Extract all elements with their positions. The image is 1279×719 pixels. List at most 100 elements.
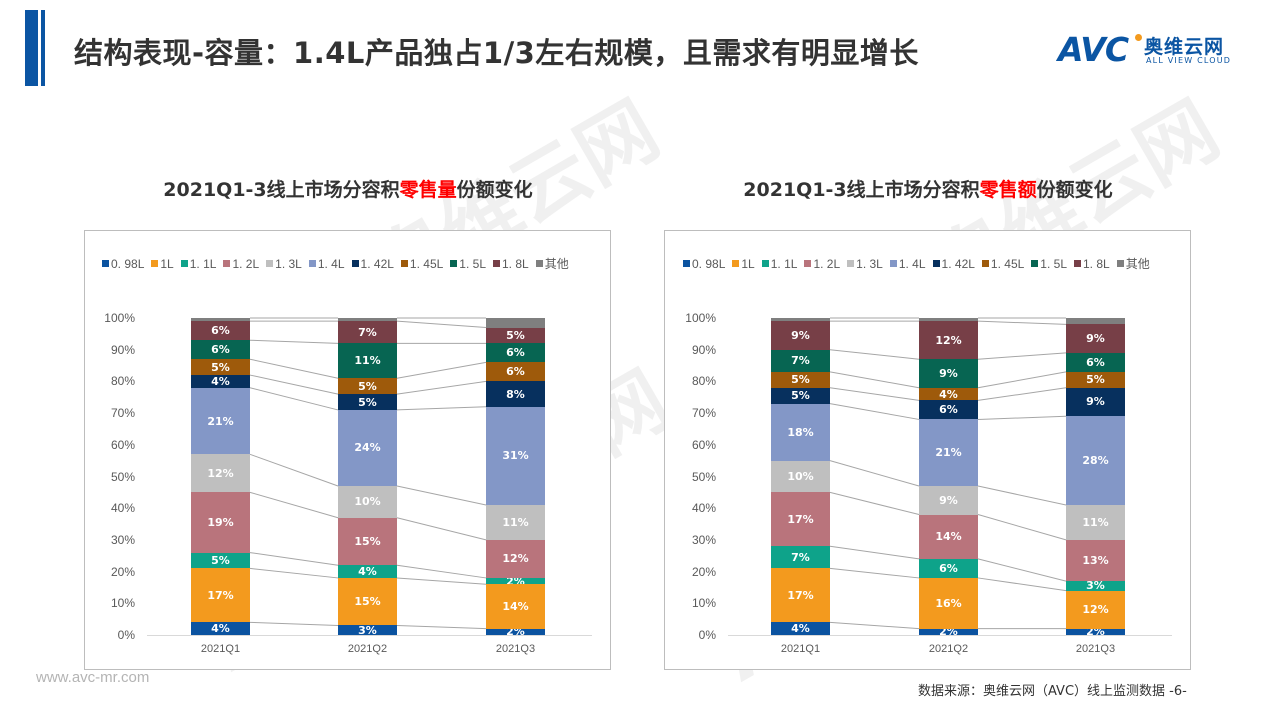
legend-swatch-icon <box>151 260 159 267</box>
legend-item[interactable]: 1. 5L <box>450 257 486 271</box>
bar-segment: 6% <box>486 362 545 382</box>
legend-label: 其他 <box>544 257 569 271</box>
bar-segment: 17% <box>191 568 250 623</box>
bar-segment: 14% <box>919 514 978 559</box>
chart-legend: 0. 98L 1L 1. 1L 1. 2L 1. 3L 1. 4L 1. 42L 1. 45L… <box>683 255 1150 272</box>
y-axis-tick: 90% <box>110 342 135 357</box>
bar-segment <box>486 318 545 328</box>
bar-segment: 6% <box>1066 352 1125 372</box>
legend-swatch-icon <box>804 260 812 267</box>
bar-segment <box>919 318 978 322</box>
legend-item[interactable]: 1L <box>732 257 755 271</box>
bar-segment: 5% <box>338 378 397 395</box>
legend-label: 其他 <box>1125 257 1150 271</box>
bar-segment: 7% <box>771 349 830 372</box>
bar-segment: 10% <box>771 460 830 493</box>
legend-item[interactable]: 1. 5L <box>1031 257 1067 271</box>
legend-item[interactable]: 1. 45L <box>400 257 443 271</box>
y-axis-tick: 40% <box>691 501 716 516</box>
footer-url[interactable]: www.avc-mr.com <box>36 669 150 686</box>
legend-item[interactable]: 1. 42L <box>932 256 975 271</box>
bar-segment: 5% <box>191 359 250 376</box>
bar-segment: 4% <box>191 622 250 635</box>
legend-item[interactable]: 1. 45L <box>981 257 1024 271</box>
x-axis-line <box>728 635 1172 636</box>
legend-swatch-icon <box>761 260 769 267</box>
bar-segment: 10% <box>338 486 397 518</box>
y-axis-tick: 20% <box>691 564 716 579</box>
footer-source: 数据来源：奥维云网（AVC）线上监测数据 -6- <box>918 684 1187 699</box>
legend-item[interactable]: 1. 8L <box>493 257 529 271</box>
legend-label: 1. 4L <box>898 256 926 271</box>
bar-segment: 9% <box>919 486 978 515</box>
legend-item[interactable]: 1. 2L <box>223 257 259 271</box>
legend-label: 1L <box>160 256 174 271</box>
bar-segment: 6% <box>191 340 250 360</box>
y-axis-tick: 60% <box>691 437 716 452</box>
logo-en-text: ALL VIEW CLOUD <box>1146 56 1232 65</box>
bar-segment: 9% <box>1066 324 1125 353</box>
legend-item[interactable]: 1. 42L <box>351 256 394 271</box>
legend-item[interactable]: 1. 3L <box>266 257 302 271</box>
legend-label: 1. 2L <box>813 256 841 271</box>
legend-label: 1. 4L <box>317 256 345 271</box>
legend-swatch-icon <box>535 260 543 267</box>
y-axis-tick: 80% <box>691 374 716 389</box>
legend-label: 1. 1L <box>770 256 798 271</box>
y-axis-tick: 100% <box>104 311 135 325</box>
legend-item[interactable]: 1. 1L <box>761 256 798 271</box>
bar-segment: 2% <box>919 628 978 635</box>
y-axis-tick: 70% <box>110 406 135 421</box>
legend-item[interactable]: 1L <box>151 256 174 271</box>
bar-segment: 2% <box>486 628 545 635</box>
legend-item[interactable]: 0. 98L <box>102 257 144 271</box>
legend-swatch-icon <box>400 260 408 267</box>
legend-swatch-icon <box>450 260 458 267</box>
bar-segment: 9% <box>919 359 978 388</box>
legend-item[interactable]: 1. 8L <box>1074 257 1110 271</box>
legend-label: 1. 5L <box>1040 256 1067 271</box>
chart-legend: 0. 98L 1L 1. 1L 1. 2L 1. 3L 1. 4L 1. 42L 1. 45L… <box>102 255 569 272</box>
x-axis-tick: 2021Q1 <box>780 643 821 655</box>
avc-logo: AVC 奥维云网 ALL VIEW CLOUD <box>1058 30 1248 70</box>
bar-segment: 5% <box>338 394 397 410</box>
bar-segment: 4% <box>919 387 978 401</box>
y-axis-tick: 40% <box>110 501 135 516</box>
legend-swatch-icon <box>351 260 359 267</box>
legend-label: 1. 42L <box>360 256 394 271</box>
legend-swatch-icon <box>683 260 690 267</box>
x-axis-tick: 2021Q1 <box>200 643 241 655</box>
bar-segment: 24% <box>338 409 397 486</box>
legend-item[interactable]: 1. 2L <box>804 257 840 271</box>
title-accent-bar-thin <box>41 10 45 86</box>
legend-item[interactable]: 0. 98L <box>683 257 725 271</box>
y-axis-tick: 10% <box>691 596 716 611</box>
bar-segment: 14% <box>486 584 545 629</box>
legend-swatch-icon <box>1116 260 1124 267</box>
bar-segment: 31% <box>486 406 545 506</box>
logo-mark: AVC <box>1058 30 1129 69</box>
bar-segment: 7% <box>338 321 397 344</box>
y-axis-tick: 80% <box>110 374 135 389</box>
legend-item[interactable]: 其他 <box>535 255 569 272</box>
legend-item[interactable]: 1. 3L <box>847 257 883 271</box>
bar-segment: 5% <box>771 387 830 404</box>
legend-swatch-icon <box>889 260 897 267</box>
legend-label: 1. 42L <box>941 256 975 271</box>
x-axis-tick: 2021Q2 <box>928 643 969 655</box>
legend-item[interactable]: 1. 1L <box>180 257 216 271</box>
bar-segment <box>191 318 250 322</box>
bar-segment: 5% <box>771 371 830 388</box>
y-axis-tick: 70% <box>691 406 716 421</box>
legend-item[interactable]: 其他 <box>1116 255 1150 272</box>
legend-swatch-icon <box>223 260 231 267</box>
logo-cn-text: 奥维云网 <box>1144 36 1225 58</box>
y-axis-tick: 30% <box>110 532 135 547</box>
legend-swatch-icon <box>1031 260 1039 267</box>
y-axis-tick: 60% <box>110 437 135 452</box>
bar-segment: 15% <box>338 577 397 626</box>
legend-swatch-icon <box>932 260 940 267</box>
legend-item[interactable]: 1. 4L <box>308 256 345 271</box>
bar-segment: 18% <box>771 403 830 461</box>
legend-item[interactable]: 1. 4L <box>889 256 926 271</box>
